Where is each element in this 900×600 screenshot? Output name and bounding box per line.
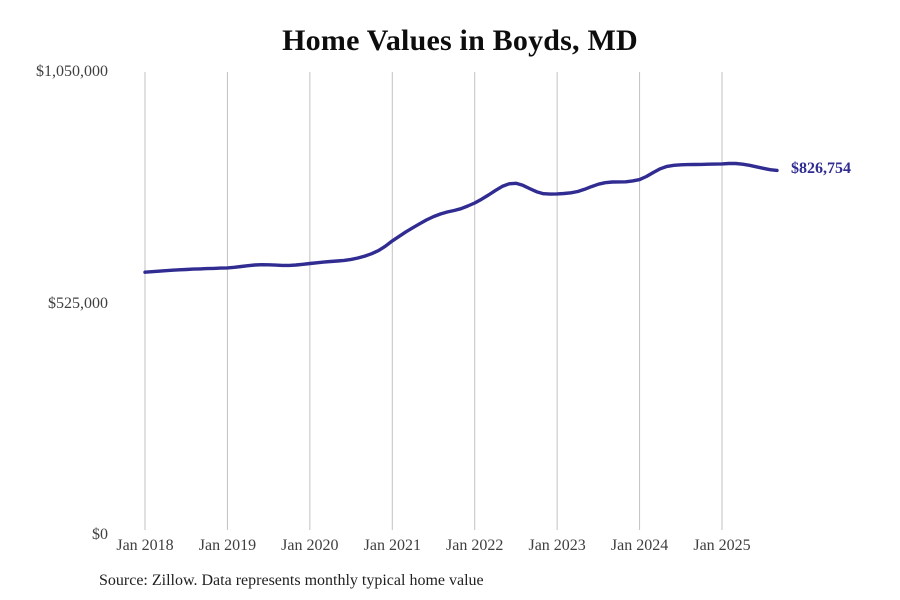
x-axis-tick-label: Jan 2023 <box>528 537 586 554</box>
x-axis-tick-label: Jan 2022 <box>446 537 504 554</box>
latest-value-label: $826,754 <box>790 160 851 178</box>
chart-title: Home Values in Boyds, MD <box>282 24 638 57</box>
y-axis-tick-label: $0 <box>92 526 108 543</box>
x-axis-tick-label: Jan 2021 <box>363 537 421 554</box>
x-axis-tick-label: Jan 2024 <box>610 537 669 554</box>
y-axis-tick-label: $525,000 <box>48 294 108 312</box>
source-note: Source: Zillow. Data represents monthly … <box>99 572 484 589</box>
y-axis-tick-label: $1,050,000 <box>36 63 108 80</box>
x-axis-tick-label: Jan 2019 <box>198 537 257 554</box>
x-axis-tick-label: Jan 2018 <box>116 537 174 554</box>
x-axis-tick-label: Jan 2020 <box>281 537 339 554</box>
x-axis-tick-label: Jan 2025 <box>693 537 751 554</box>
home-value-line-series <box>143 161 779 274</box>
